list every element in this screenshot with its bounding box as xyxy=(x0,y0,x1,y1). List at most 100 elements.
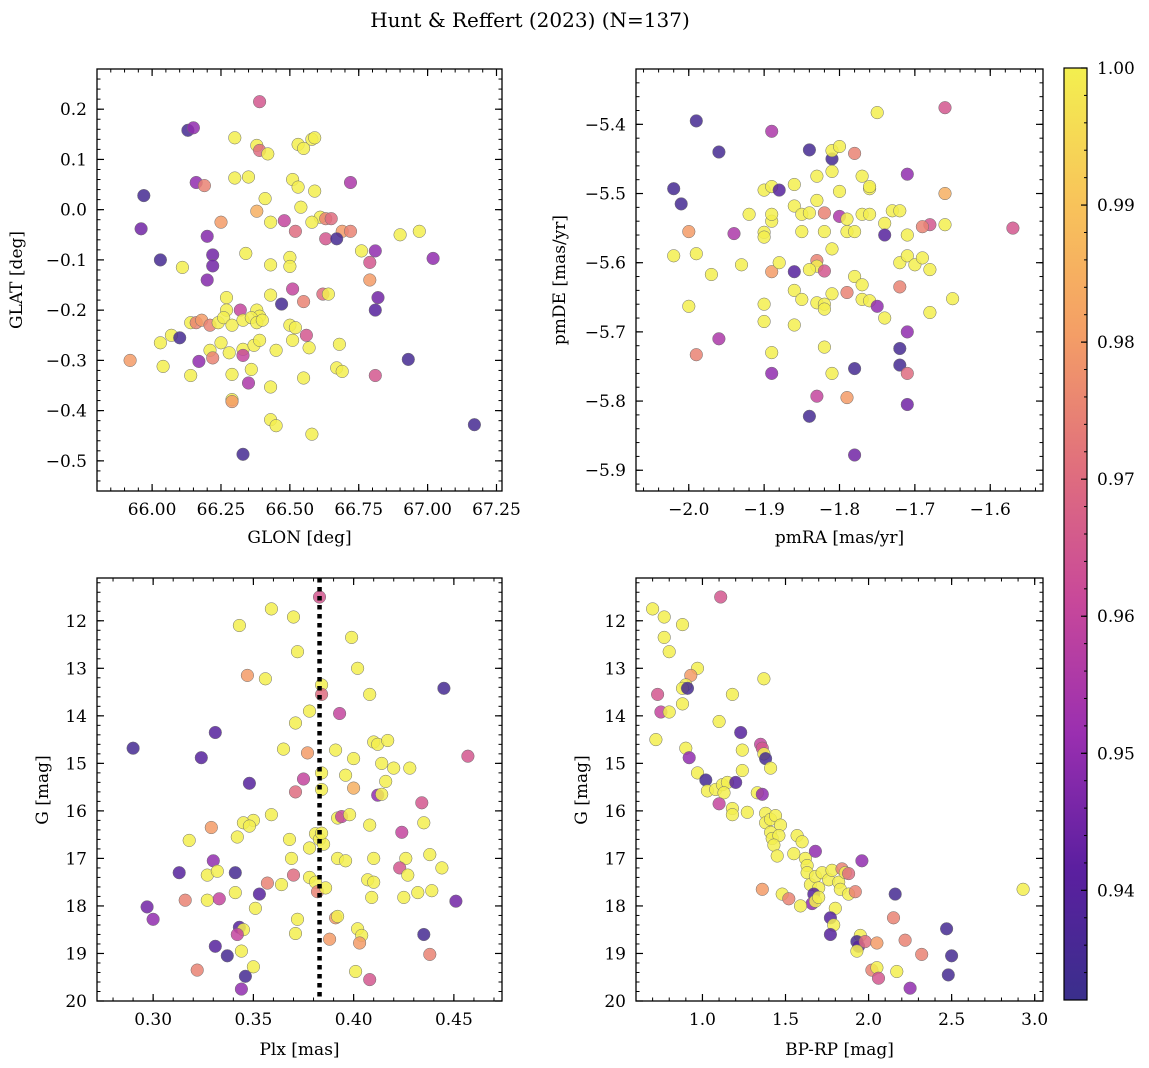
axes-frame xyxy=(96,68,503,492)
scatter-point xyxy=(288,716,303,730)
x-tick-label: 66.00 xyxy=(128,500,177,520)
scatter-point xyxy=(214,336,228,350)
scatter-point xyxy=(848,269,862,284)
scatter-point xyxy=(368,368,382,383)
scatter-point xyxy=(795,225,809,239)
scatter-point xyxy=(764,761,778,775)
scatter-point xyxy=(667,249,681,263)
x-tick-label: 0.35 xyxy=(234,1010,272,1030)
scatter-point xyxy=(299,328,313,342)
y-tick-label: 0.0 xyxy=(60,201,87,221)
scatter-point xyxy=(190,963,204,977)
scatter-point xyxy=(153,336,167,350)
colorbar-bar xyxy=(1063,67,1088,1001)
scatter-point xyxy=(411,886,425,900)
x-tick-label: 2.0 xyxy=(855,1010,882,1030)
scatter-point xyxy=(332,337,346,351)
scatter-point xyxy=(284,851,299,865)
scatter-point xyxy=(717,786,731,800)
scatter-point xyxy=(467,418,481,432)
scatter-point xyxy=(870,299,884,313)
scatter-point xyxy=(689,247,703,261)
scatter-point xyxy=(208,939,222,953)
scatter-point xyxy=(206,259,220,273)
scatter-point xyxy=(286,868,301,882)
scatter-point xyxy=(945,949,959,963)
scatter-point xyxy=(395,825,409,839)
scatter-point xyxy=(765,207,779,221)
scatter-point xyxy=(417,816,431,830)
scatter-point xyxy=(757,230,771,244)
scatter-point xyxy=(363,818,377,832)
scatter-point xyxy=(225,318,239,332)
y-tick-label: −5.6 xyxy=(585,254,626,274)
scatter-point xyxy=(729,775,743,789)
scatter-point xyxy=(757,314,771,329)
y-tick-label: 19 xyxy=(65,944,87,964)
x-tick-label: 3.0 xyxy=(1021,1010,1048,1030)
scatter-point xyxy=(675,618,690,632)
scatter-point xyxy=(264,215,278,229)
x-tick-label: −1.6 xyxy=(970,500,1011,520)
scatter-point xyxy=(765,124,779,138)
scatter-point xyxy=(264,602,278,616)
x-axis-label: BP-RP [mag] xyxy=(785,1040,894,1060)
scatter-point xyxy=(239,246,253,260)
scatter-point xyxy=(742,207,756,221)
scatter-point xyxy=(331,909,345,923)
scatter-point xyxy=(134,222,148,236)
scatter-point xyxy=(938,218,952,232)
y-tick-label: 14 xyxy=(604,707,626,727)
y-tick-label: −0.2 xyxy=(46,301,87,321)
scatter-point xyxy=(900,366,914,380)
scatter-point xyxy=(330,232,344,246)
scatter-point xyxy=(812,890,826,904)
scatter-point xyxy=(840,391,854,405)
x-tick-label: 67.00 xyxy=(403,500,452,520)
scatter-point xyxy=(725,687,739,701)
scatter-point xyxy=(832,139,847,154)
y-tick-label: 20 xyxy=(604,992,626,1012)
scatter-point xyxy=(286,333,300,347)
y-tick-label: −5.8 xyxy=(585,392,626,412)
scatter-point xyxy=(787,283,801,297)
scatter-point xyxy=(900,228,914,242)
scatter-point xyxy=(367,875,381,889)
scatter-point xyxy=(787,847,801,861)
scatter-point xyxy=(228,886,242,900)
scatter-point xyxy=(353,936,367,950)
scatter-point xyxy=(923,305,937,320)
y-tick-label: −5.4 xyxy=(585,115,626,135)
scatter-point xyxy=(242,819,256,833)
scatter-point xyxy=(735,763,749,778)
scatter-point xyxy=(244,362,258,376)
scatter-point xyxy=(449,894,463,908)
scatter-point xyxy=(186,121,200,135)
scatter-point xyxy=(840,212,854,226)
y-tick-label: 17 xyxy=(604,849,626,869)
scatter-point xyxy=(269,343,283,357)
scatter-point xyxy=(192,354,206,368)
scatter-point xyxy=(241,170,256,184)
scatter-point xyxy=(1006,221,1020,235)
scatter-point xyxy=(755,882,769,896)
y-axis-label: pmDE [mas/yr] xyxy=(550,215,570,345)
scatter-point xyxy=(269,419,283,433)
y-tick-label: 15 xyxy=(65,754,87,774)
scatter-point xyxy=(368,244,382,258)
x-axis-label: pmRA [mas/yr] xyxy=(775,528,904,548)
scatter-point xyxy=(393,228,407,242)
scatter-point xyxy=(294,200,308,214)
scatter-point xyxy=(204,820,218,835)
scatter-point xyxy=(712,332,726,346)
scatter-point xyxy=(228,131,242,145)
x-tick-label: 0.40 xyxy=(335,1010,373,1030)
scatter-point xyxy=(682,299,696,313)
scatter-point xyxy=(194,751,208,765)
scatter-point xyxy=(893,204,907,218)
scatter-point xyxy=(288,224,302,238)
scatter-point xyxy=(735,743,749,757)
scatter-point xyxy=(893,280,907,294)
scatter-point xyxy=(324,212,338,226)
scatter-point xyxy=(354,244,369,258)
